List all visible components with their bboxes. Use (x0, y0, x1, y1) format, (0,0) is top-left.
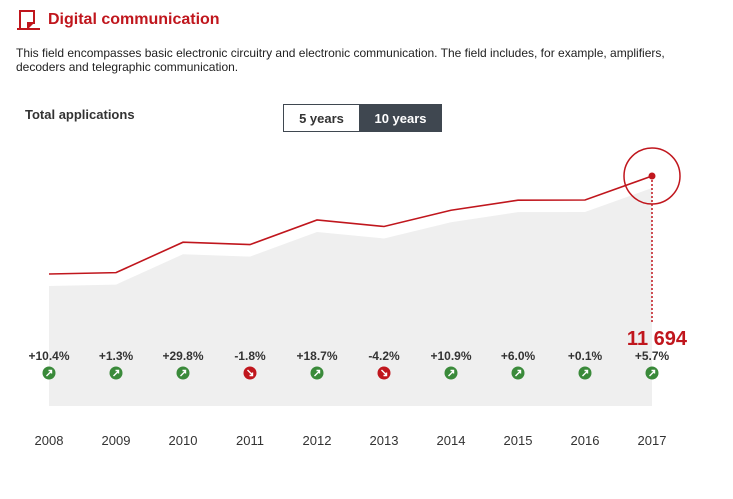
arrow-up-icon (42, 366, 56, 380)
growth-label: -4.2% (368, 349, 400, 363)
arrow-up-icon (578, 366, 592, 380)
series-area (49, 188, 652, 406)
x-tick-label: 2016 (571, 433, 600, 448)
x-tick-label: 2012 (303, 433, 332, 448)
growth-label: +18.7% (296, 349, 337, 363)
arrow-up-icon (109, 366, 123, 380)
arrow-down-icon (243, 366, 257, 380)
series-line (48, 175, 653, 275)
x-tick-label: 2014 (437, 433, 466, 448)
growth-label: +29.8% (162, 349, 203, 363)
page-title: Digital communication (48, 11, 220, 28)
arrow-up-icon (511, 366, 525, 380)
growth-label: +6.0% (501, 349, 536, 363)
growth-label: +10.4% (28, 349, 69, 363)
growth-label: +0.1% (568, 349, 603, 363)
growth-label: +1.3% (99, 349, 134, 363)
x-tick-label: 2008 (35, 433, 64, 448)
growth-label: +5.7% (635, 349, 670, 363)
growth-label: -1.8% (234, 349, 266, 363)
x-tick-label: 2010 (169, 433, 198, 448)
x-tick-label: 2013 (370, 433, 399, 448)
growth-label: +10.9% (430, 349, 471, 363)
arrow-down-icon (377, 366, 391, 380)
highlight-point (648, 172, 656, 180)
field-description: This field encompasses basic electronic … (16, 46, 665, 74)
arrow-up-icon (444, 366, 458, 380)
arrow-up-icon (176, 366, 190, 380)
x-tick-label: 2011 (236, 433, 264, 448)
five-years-button[interactable]: 5 years (283, 104, 360, 132)
x-tick-label: 2015 (504, 433, 533, 448)
highlight-value-label: 11 694 (627, 328, 688, 350)
ten-years-button[interactable]: 10 years (360, 104, 442, 132)
header: Digital communication (16, 8, 220, 32)
total-applications-label: Total applications (25, 107, 135, 122)
arrow-up-icon (645, 366, 659, 380)
x-tick-label: 2009 (102, 433, 131, 448)
document-chart-icon (16, 9, 42, 31)
arrow-up-icon (310, 366, 324, 380)
period-toggle: 5 years 10 years (283, 104, 442, 132)
x-tick-label: 2017 (638, 433, 667, 448)
